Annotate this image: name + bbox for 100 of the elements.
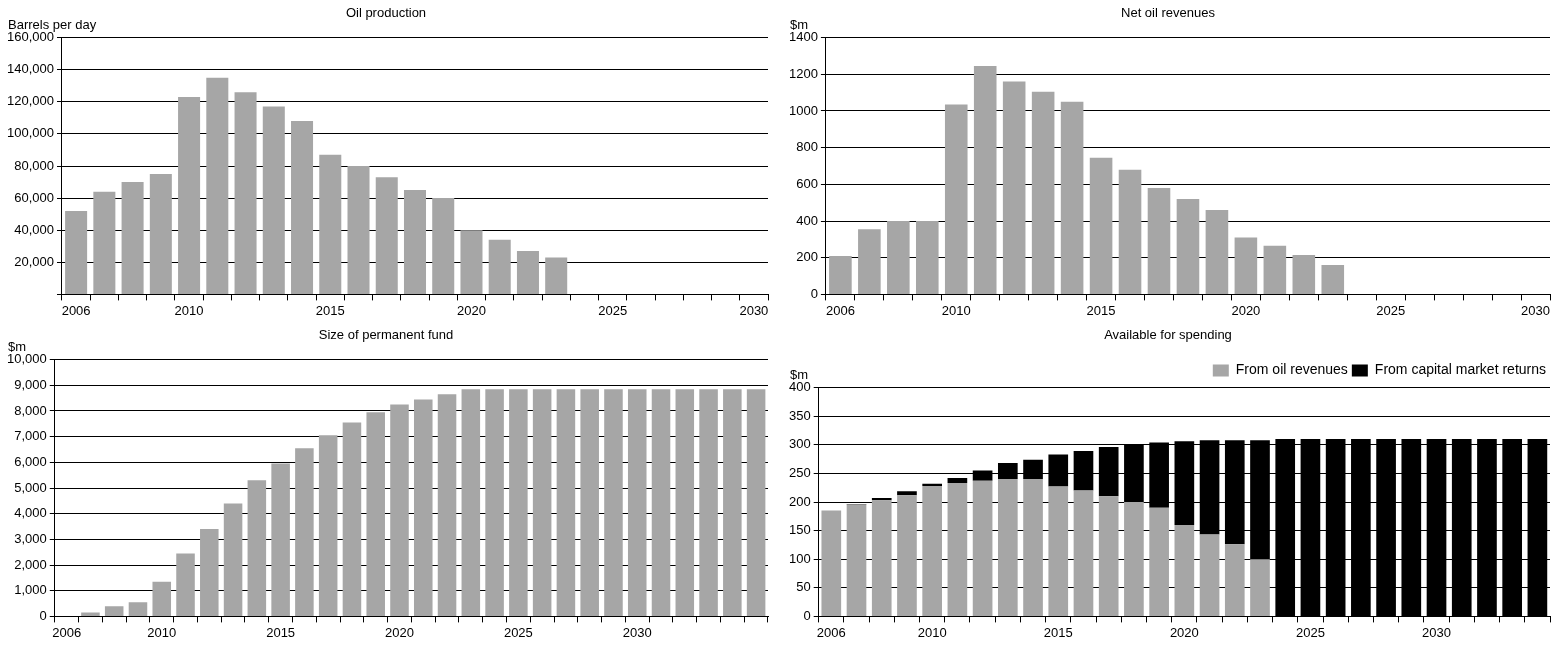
bar — [1199, 534, 1220, 616]
bar — [121, 182, 144, 294]
bar — [532, 389, 552, 616]
chart-title: Size of permanent fund — [318, 327, 454, 343]
bar — [318, 435, 338, 616]
bar — [947, 477, 968, 484]
bar — [390, 404, 409, 616]
bar — [1149, 507, 1169, 616]
bar — [1023, 479, 1043, 616]
bar — [234, 92, 257, 294]
x-tick-label: 2010 — [917, 624, 947, 640]
bar — [488, 239, 511, 294]
legend-label: From oil revenues — [1235, 361, 1348, 378]
bar — [916, 221, 939, 294]
y-tick-label: 8,000 — [14, 402, 47, 418]
bar — [176, 553, 195, 616]
bar — [821, 510, 842, 616]
bar — [460, 230, 483, 294]
x-tick-label: 2025 — [598, 302, 628, 318]
x-tick-label: 2020 — [1169, 624, 1199, 640]
bar — [947, 483, 968, 616]
bar — [375, 177, 398, 294]
x-tick-label: 2025 — [1376, 302, 1406, 318]
y-tick-label: 1400 — [789, 29, 818, 45]
bar — [1031, 91, 1055, 294]
bar — [1224, 544, 1245, 616]
bar — [1073, 490, 1094, 616]
y-tick-label: 0 — [39, 607, 47, 623]
bar — [432, 198, 455, 294]
bar — [414, 399, 433, 616]
y-tick-label: 160,000 — [6, 29, 54, 45]
bar — [1250, 559, 1270, 616]
y-tick-label: 80,000 — [14, 157, 54, 173]
y-tick-label: 1000 — [789, 102, 818, 118]
bar — [675, 389, 695, 616]
y-tick-label: 40,000 — [14, 221, 54, 237]
bar — [178, 96, 201, 294]
x-tick-label: 2010 — [147, 624, 177, 640]
bar — [1147, 188, 1171, 294]
y-tick-label: 120,000 — [6, 93, 54, 109]
x-tick-label: 2015 — [266, 624, 296, 640]
bar — [829, 255, 852, 294]
bar — [1118, 169, 1142, 294]
bar — [1263, 245, 1287, 294]
y-axis-title: $m — [790, 16, 809, 32]
bar — [651, 389, 671, 616]
x-tick-label: 2010 — [174, 302, 204, 318]
x-tick-label: 2006 — [52, 624, 82, 640]
y-tick-label: 1200 — [789, 65, 818, 81]
y-tick-label: 1,000 — [14, 582, 47, 598]
bar — [295, 448, 314, 616]
y-tick-label: 400 — [788, 379, 811, 395]
y-tick-label: 400 — [796, 212, 818, 228]
bar — [128, 602, 148, 616]
y-tick-label: 50 — [796, 579, 811, 595]
y-tick-label: 0 — [803, 607, 811, 623]
x-tick-label: 2010 — [941, 302, 971, 318]
bar — [545, 257, 568, 294]
bar — [997, 479, 1018, 616]
y-tick-label: 20,000 — [14, 253, 54, 269]
bar — [93, 191, 116, 294]
bar — [81, 612, 100, 616]
x-tick-label: 2030 — [1521, 302, 1550, 318]
bar — [247, 480, 267, 616]
x-tick-label: 2015 — [1086, 302, 1116, 318]
bar — [972, 480, 993, 616]
bar — [347, 166, 370, 294]
y-tick-label: 9,000 — [14, 376, 47, 392]
bar — [516, 251, 539, 294]
y-axis-title: $m — [8, 338, 27, 354]
bar — [1098, 496, 1119, 616]
y-tick-label: 600 — [796, 175, 818, 191]
bar — [461, 389, 481, 616]
bar — [509, 389, 528, 616]
bar — [65, 210, 88, 294]
bar — [944, 104, 968, 294]
x-tick-label: 2020 — [385, 624, 414, 640]
bar — [871, 500, 892, 616]
x-tick-label: 2006 — [61, 302, 91, 318]
y-tick-label: 800 — [796, 139, 818, 155]
bar — [723, 389, 742, 616]
y-tick-label: 100,000 — [6, 125, 54, 141]
bar — [342, 422, 362, 616]
y-tick-label: 2,000 — [14, 556, 47, 572]
bar — [699, 389, 718, 616]
bar — [291, 121, 314, 294]
bar — [200, 529, 219, 616]
x-tick-label: 2025 — [1295, 624, 1325, 640]
x-tick-label: 2015 — [1043, 624, 1073, 640]
y-tick-label: 10,000 — [7, 351, 47, 367]
bar — [223, 503, 243, 616]
chart-title: Oil production — [345, 5, 427, 21]
bar — [973, 66, 997, 294]
y-axis-title: $m — [790, 366, 809, 382]
y-tick-label: 6,000 — [14, 453, 47, 469]
y-tick-label: 4,000 — [14, 505, 47, 521]
bar — [556, 389, 576, 616]
y-tick-label: 7,000 — [14, 428, 47, 444]
y-tick-label: 5,000 — [14, 479, 47, 495]
chart-title: Net oil revenues — [1121, 5, 1216, 21]
